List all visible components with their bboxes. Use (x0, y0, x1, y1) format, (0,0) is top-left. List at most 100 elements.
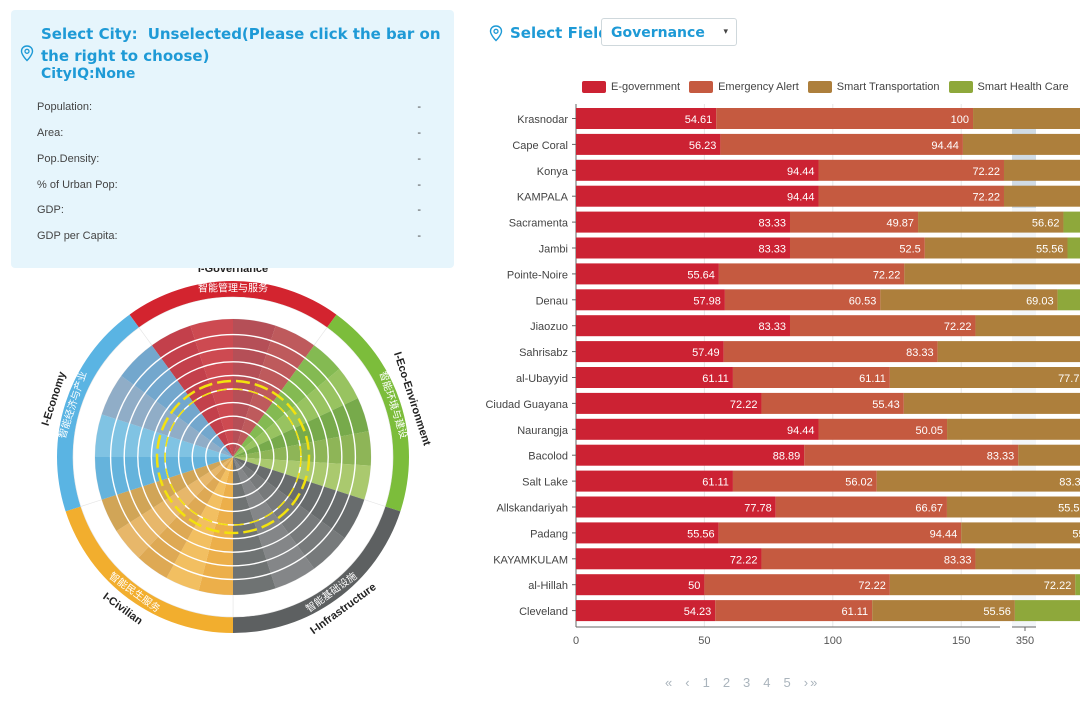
data-label: 61.11 (702, 477, 729, 489)
bar-segment[interactable] (880, 289, 1058, 311)
bar-segment[interactable] (704, 574, 890, 596)
indicator-wedge (233, 431, 371, 466)
bar-segment[interactable] (576, 496, 776, 518)
bar-segment[interactable] (804, 444, 1019, 466)
bar-segment[interactable] (576, 574, 705, 596)
bar-segment[interactable] (576, 289, 725, 311)
bar-segment[interactable] (1014, 600, 1080, 622)
bar-segment[interactable] (876, 470, 1080, 492)
stat-row-gdp-per-capita: GDP per Capita: - (37, 230, 421, 242)
legend-label: E-government (611, 81, 681, 93)
bar-segment[interactable] (576, 237, 790, 259)
category-label: Jiaozuo (530, 321, 568, 333)
bar-segment[interactable] (576, 315, 790, 337)
category-label: Salt Lake (522, 477, 568, 489)
bar-segment[interactable] (576, 470, 733, 492)
page-3[interactable]: 3 (743, 675, 751, 690)
chart-legend: E-government Emergency Alert Smart Trans… (582, 81, 1078, 93)
bar-segment[interactable] (576, 211, 790, 233)
bar-segment[interactable] (718, 522, 962, 544)
category-label: Ciudad Guayana (485, 399, 568, 411)
data-label: 72.22 (944, 321, 972, 333)
bar-segment[interactable] (576, 600, 716, 622)
page-1[interactable]: 1 (702, 675, 710, 690)
bar-segment[interactable] (723, 341, 938, 363)
bar-segment[interactable] (1057, 289, 1080, 311)
bar-segment[interactable] (576, 263, 719, 285)
data-label: 55.43 (872, 399, 900, 411)
bar-segment[interactable] (775, 496, 947, 518)
bar-segment[interactable] (576, 133, 721, 155)
bar-segment[interactable] (904, 263, 1080, 285)
bar-segment[interactable] (576, 185, 819, 207)
bar-segment[interactable] (732, 367, 890, 388)
bar-segment[interactable] (576, 522, 719, 544)
bar-segment[interactable] (946, 496, 1080, 518)
bar-segment[interactable] (576, 341, 724, 363)
bar-segment[interactable] (818, 185, 1004, 207)
bar-segment[interactable] (818, 418, 948, 440)
bar-segment[interactable] (889, 574, 1076, 596)
bar-segment[interactable] (761, 548, 976, 570)
bar-segment[interactable] (718, 263, 905, 285)
legend-item-smart-transportation[interactable]: Smart Transportation (807, 81, 940, 93)
bar-segment[interactable] (789, 237, 925, 259)
last-page-icon[interactable]: » (810, 675, 818, 690)
bar-segment[interactable] (818, 159, 1004, 181)
bar-segment[interactable] (576, 444, 805, 466)
bar-segment[interactable] (789, 315, 976, 337)
x-tick-label: 100 (824, 635, 842, 647)
bar-segment[interactable] (716, 108, 974, 129)
bar-segment[interactable] (1063, 211, 1080, 233)
bar-segment[interactable] (1018, 444, 1080, 466)
bar-segment[interactable] (975, 548, 1080, 570)
bar-segment[interactable] (761, 392, 904, 414)
data-label: 50.05 (916, 425, 944, 437)
bar-segment[interactable] (947, 418, 1080, 440)
field-dropdown[interactable]: Governance ▾ (601, 18, 737, 46)
bar-segment[interactable] (576, 108, 717, 129)
bar-segment[interactable] (720, 133, 963, 155)
bar-segment[interactable] (937, 341, 1080, 363)
bar-segment[interactable] (1075, 574, 1080, 596)
stat-label: Area: (37, 127, 64, 139)
bar-segment[interactable] (576, 418, 819, 440)
bar-segment[interactable] (724, 289, 881, 311)
bar-segment[interactable] (576, 367, 733, 388)
indicator-wedge (233, 398, 369, 457)
bar-segment[interactable] (576, 392, 762, 414)
prev-page-icon[interactable]: ‹ (685, 675, 690, 690)
bar-segment[interactable] (975, 315, 1080, 337)
bar-segment[interactable] (789, 211, 919, 233)
legend-item-e-government[interactable]: E-government (582, 81, 680, 93)
bar-segment[interactable] (889, 367, 1080, 388)
bar-segment[interactable] (918, 211, 1064, 233)
page-5[interactable]: 5 (783, 675, 791, 690)
bar-segment[interactable] (961, 522, 1080, 544)
next-page-icon[interactable]: › (803, 675, 809, 690)
bar-segment[interactable] (715, 600, 873, 622)
page-2[interactable]: 2 (722, 675, 731, 690)
bar-segment[interactable] (1003, 185, 1080, 207)
category-label: Sacramenta (509, 218, 569, 230)
legend-swatch (582, 81, 606, 93)
bar-segment[interactable] (1067, 237, 1080, 259)
bar-segment[interactable] (576, 548, 762, 570)
bar-segment[interactable] (973, 108, 1080, 129)
bar-segment[interactable] (962, 133, 1080, 155)
legend-item-emergency-alert[interactable]: Emergency Alert (689, 81, 799, 93)
indicator-wedge (151, 325, 233, 457)
bar-segment[interactable] (1003, 159, 1080, 181)
legend-item-smart-health-care[interactable]: Smart Health Care (948, 81, 1069, 93)
page-4[interactable]: 4 (763, 675, 771, 690)
bar-segment[interactable] (576, 159, 819, 181)
bar-segment[interactable] (924, 237, 1068, 259)
data-label: 61.11 (841, 606, 868, 618)
bar-segment[interactable] (732, 470, 877, 492)
first-page-icon[interactable]: « (665, 675, 673, 690)
radial-index-chart[interactable]: I-Governance智能管理与服务I-Eco-Environment智能环境… (0, 0, 470, 721)
bar-segment[interactable] (903, 392, 1080, 414)
indicator-wedge (233, 325, 315, 457)
bar-segment[interactable] (872, 600, 1015, 622)
